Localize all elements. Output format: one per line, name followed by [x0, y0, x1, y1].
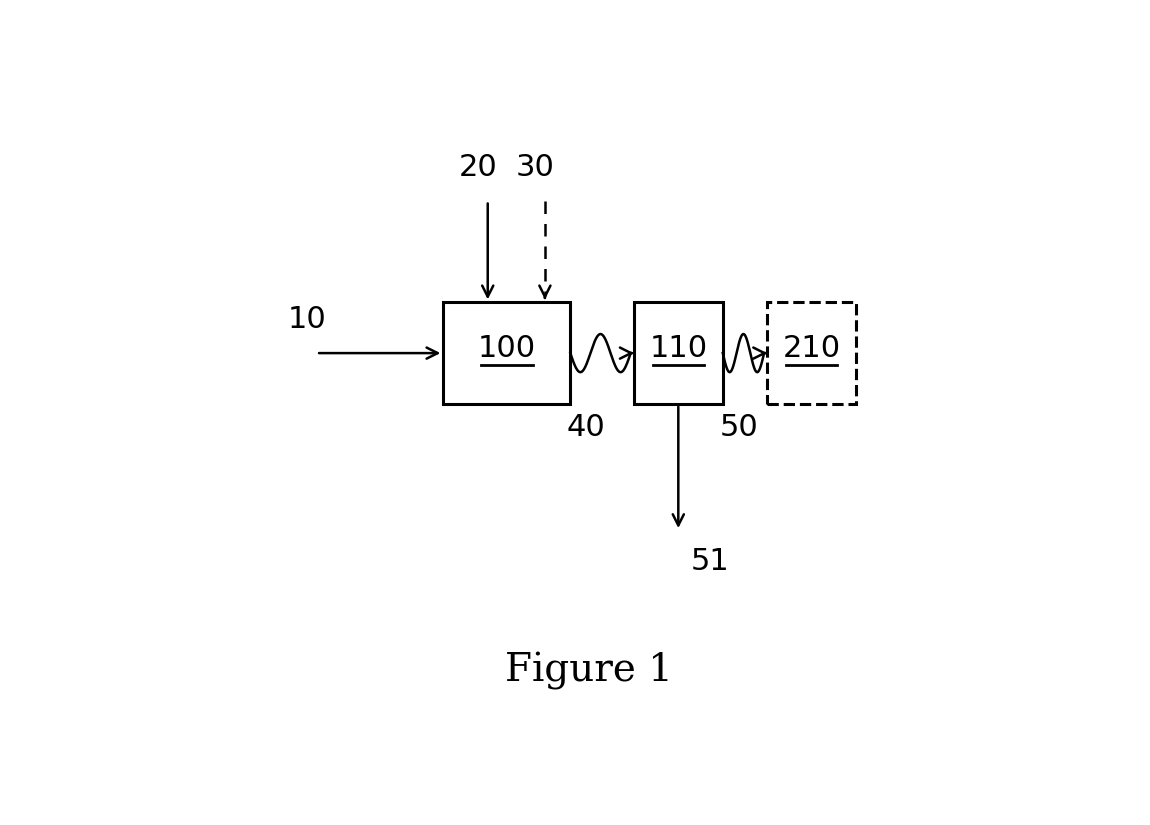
Text: 51: 51: [691, 547, 730, 576]
FancyBboxPatch shape: [634, 302, 723, 404]
FancyBboxPatch shape: [443, 302, 570, 404]
Text: 210: 210: [783, 333, 841, 362]
Text: 100: 100: [477, 333, 536, 362]
Text: 10: 10: [288, 305, 327, 334]
Text: 20: 20: [459, 153, 498, 182]
Text: 50: 50: [719, 413, 758, 442]
Text: Figure 1: Figure 1: [506, 652, 673, 690]
Text: 110: 110: [650, 333, 707, 362]
FancyBboxPatch shape: [767, 302, 857, 404]
Text: 30: 30: [516, 153, 554, 182]
Text: 40: 40: [567, 413, 606, 442]
